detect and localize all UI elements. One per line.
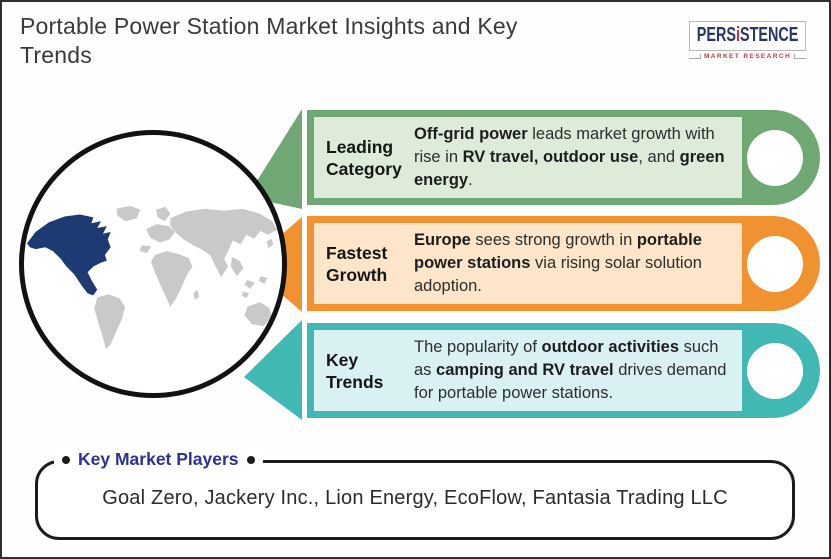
players-companies: Goal Zero, Jackery Inc., Lion Energy, Ec… — [102, 487, 728, 509]
world-map — [26, 205, 280, 350]
banner-key-trends-label: Key Trends — [326, 349, 384, 392]
banner-fastest-growth: Fastest Growth Europe sees strong growth… — [307, 216, 820, 311]
africa-region — [151, 251, 200, 307]
banner-fastest-growth-text: Europe sees strong growth in portable po… — [414, 231, 702, 295]
greenland-region — [116, 205, 141, 222]
players-heading-text: Key Market Players — [78, 449, 239, 469]
banner-fastest-growth-panel: Fastest Growth Europe sees strong growth… — [314, 223, 742, 304]
heading-dot-left-icon — [62, 455, 70, 464]
banner-key-trends-text: The popularity of outdoor activities suc… — [414, 338, 727, 402]
tagline-tick-right-icon — [794, 54, 806, 59]
logo-tagline: MARKET RESEARCH — [689, 53, 806, 60]
banner-fastest-growth-label: Fastest Growth — [326, 242, 388, 285]
banner-leading-category-text: Off-grid power leads market growth with … — [414, 125, 725, 189]
logo-wordmark-box: PERSiSTENCE — [689, 21, 806, 51]
asia-region — [170, 208, 278, 299]
banner-key-trends-end-circle — [747, 342, 803, 399]
banner-fastest-growth-end-circle — [747, 235, 803, 292]
key-market-players-box: Key Market Players Goal Zero, Jackery In… — [35, 449, 795, 540]
page-title-line2: Trends — [20, 42, 92, 68]
south-america-region — [94, 294, 126, 350]
banner-leading-category-panel: Leading Category Off-grid power leads ma… — [314, 117, 742, 198]
page-title-line1: Portable Power Station Market Insights a… — [20, 13, 518, 39]
australia-region — [244, 302, 280, 340]
logo-wordmark-left: PERS — [696, 24, 736, 46]
world-map-circle — [19, 130, 287, 398]
heading-dot-right-icon — [246, 455, 255, 464]
north-america-region — [26, 214, 111, 296]
players-heading: Key Market Players — [54, 449, 263, 470]
europe-region — [139, 206, 176, 254]
banner-leading-category: Leading Category Off-grid power leads ma… — [307, 110, 820, 205]
banner-leading-category-end-circle — [747, 129, 803, 186]
page-title: Portable Power Station Market Insights a… — [20, 12, 670, 70]
persistence-logo: PERSiSTENCE MARKET RESEARCH — [689, 21, 806, 60]
banner-leading-category-label: Leading Category — [326, 136, 402, 179]
logo-tagline-text: MARKET RESEARCH — [703, 53, 792, 60]
banner-key-trends: Key Trends The popularity of outdoor act… — [307, 323, 820, 418]
banner-key-trends-panel: Key Trends The popularity of outdoor act… — [314, 330, 742, 411]
tagline-tick-left-icon — [689, 54, 701, 59]
logo-wordmark-right: STENCE — [739, 24, 799, 46]
logo-wordmark-i: i — [735, 24, 740, 46]
logo-wordmark: PERSiSTENCE — [697, 24, 799, 47]
